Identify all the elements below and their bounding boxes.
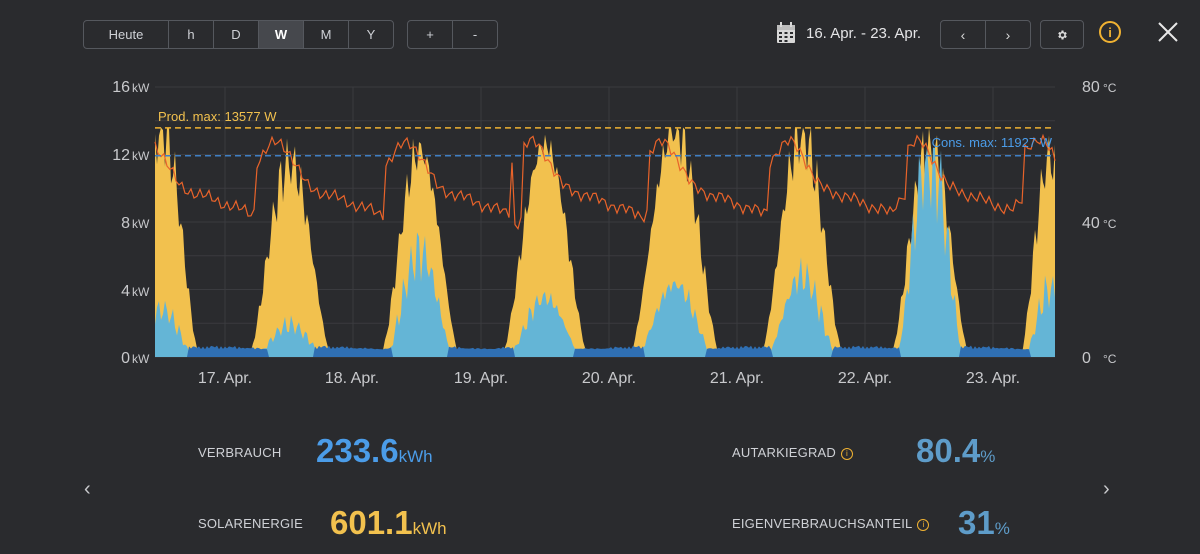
range-selector: Heute h D W M Y: [83, 20, 394, 49]
date-nav: ‹ ›: [940, 20, 1031, 49]
self-consumption-label: EIGENVERBRAUCHSANTEIL i: [732, 516, 930, 531]
temperature-line: [154, 133, 1056, 230]
y-right-unit: °C: [1103, 352, 1117, 366]
info-icon[interactable]: i: [1099, 21, 1121, 43]
cons-max-label: Cons. max: 11927 W: [932, 135, 1053, 150]
x-tick: 18. Apr.: [325, 370, 379, 387]
x-tick: 17. Apr.: [198, 370, 252, 387]
y-left-unit: kW: [132, 217, 150, 231]
solar-value: 601.1kWh: [330, 504, 447, 541]
gear-icon: [1058, 30, 1067, 39]
y-right-tick: 40: [1082, 215, 1100, 232]
range-today-button[interactable]: Heute: [84, 21, 169, 48]
next-period-button[interactable]: ›: [1005, 26, 1011, 43]
prev-period-button[interactable]: ‹: [941, 21, 986, 48]
autarky-label: AUTARKIEGRAD i: [732, 445, 854, 460]
x-tick: 20. Apr.: [582, 370, 636, 387]
x-tick: 23. Apr.: [966, 370, 1020, 387]
zoom-control: + -: [407, 20, 498, 49]
next-page-arrow[interactable]: ›: [1103, 478, 1110, 500]
y-left-unit: kW: [132, 81, 150, 95]
autarky-info-icon[interactable]: i: [841, 447, 854, 460]
y-left-tick: 8: [121, 215, 130, 232]
y-left-tick: 16: [112, 79, 130, 96]
range-year-button[interactable]: Y: [366, 27, 376, 42]
close-icon[interactable]: [1156, 20, 1180, 44]
y-left-tick: 12: [112, 147, 130, 164]
y-right-unit: °C: [1103, 217, 1117, 231]
y-left-unit: kW: [132, 285, 150, 299]
y-left-tick: 4: [121, 283, 130, 300]
x-tick: 22. Apr.: [838, 370, 892, 387]
x-tick: 21. Apr.: [710, 370, 764, 387]
x-tick: 19. Apr.: [454, 370, 508, 387]
zoom-out-button[interactable]: -: [472, 27, 478, 42]
date-range-label: 16. Apr. - 23. Apr.: [806, 25, 922, 42]
y-right-tick: 0: [1082, 350, 1091, 367]
range-day-button[interactable]: D: [214, 21, 259, 48]
energy-chart: Prod. max: 13577 W Cons. max: 11927 W 16…: [112, 79, 1117, 387]
y-right-tick: 80: [1082, 79, 1100, 96]
night-consumption-area: [155, 345, 1055, 357]
zoom-in-button[interactable]: +: [408, 21, 453, 48]
consumption-value: 233.6kWh: [316, 432, 433, 469]
settings-button[interactable]: [1040, 20, 1084, 49]
self-consumption-value: 31%: [958, 504, 1010, 541]
y-left-unit: kW: [132, 149, 150, 163]
solar-label: SOLARENERGIE: [198, 516, 303, 531]
self-consumption-info-icon[interactable]: i: [917, 518, 930, 531]
prod-max-label: Prod. max: 13577 W: [158, 109, 277, 124]
autarky-value: 80.4%: [916, 432, 996, 469]
range-month-button[interactable]: M: [304, 21, 349, 48]
production-area: [155, 127, 1055, 357]
y-left-tick: 0: [121, 350, 130, 367]
range-hour-button[interactable]: h: [169, 21, 214, 48]
y-left-unit: kW: [132, 352, 150, 366]
y-right-unit: °C: [1103, 81, 1117, 95]
prev-page-arrow[interactable]: ‹: [84, 478, 91, 500]
range-week-button[interactable]: W: [259, 21, 304, 48]
calendar-icon[interactable]: [776, 22, 796, 49]
consumption-label: VERBRAUCH: [198, 445, 282, 460]
